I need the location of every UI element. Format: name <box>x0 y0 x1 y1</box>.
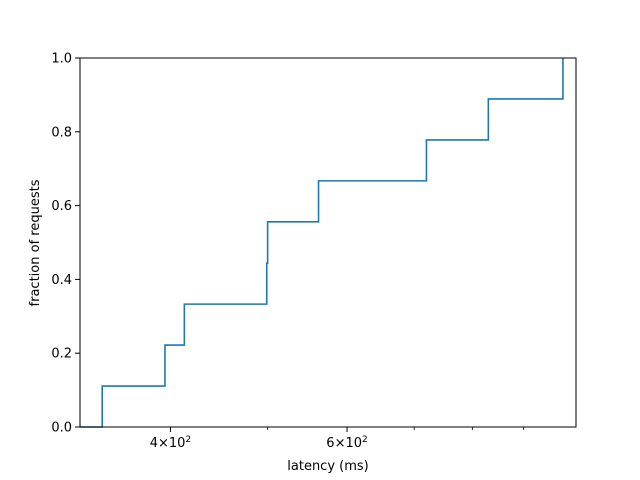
axes-frame <box>79 57 577 428</box>
tick-layer: 0.0 0.2 0.4 0.6 0.8 1.0 4×102 6×102 <box>51 52 577 451</box>
y-tick-label: 0.8 <box>51 125 72 140</box>
x-tick-label: 4×102 <box>150 435 191 451</box>
y-tick-label: 1.0 <box>51 52 72 67</box>
cdf-series-line <box>80 58 564 428</box>
plot-layer <box>80 58 564 428</box>
x-tick-label: 6×102 <box>326 435 367 451</box>
x-axis-label: latency (ms) <box>287 459 368 474</box>
y-tick-label: 0.2 <box>51 347 72 362</box>
y-tick-label: 0.4 <box>51 273 72 288</box>
y-tick-label: 0.0 <box>51 421 72 436</box>
y-tick-label: 0.6 <box>51 199 72 214</box>
y-axis-label: fraction of requests <box>28 179 43 306</box>
